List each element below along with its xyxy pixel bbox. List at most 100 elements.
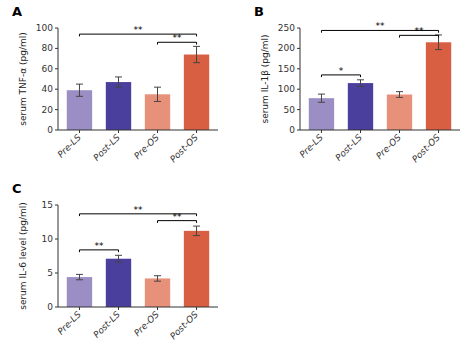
y-tick <box>55 130 58 131</box>
panel: 0 20 40 60 80 100 Pre-LSPost-LS Pre-OSPost-OS se… <box>12 4 218 164</box>
error-bar <box>154 276 161 281</box>
panel-label: B <box>254 4 264 19</box>
significance-label: ** <box>134 205 144 215</box>
y-tick <box>297 68 300 69</box>
error-bar <box>357 80 364 87</box>
y-tick-label: 60 <box>42 64 54 74</box>
bar <box>309 98 334 130</box>
y-axis-label: serum TNF-α (pg/ml) <box>18 32 28 125</box>
x-tick-label: Pre-OS <box>374 132 403 161</box>
significance-label: ** <box>173 212 183 222</box>
x-tick-label: Post-LS <box>333 132 364 163</box>
error-bar <box>193 226 200 236</box>
bar <box>106 82 131 130</box>
significance-label: ** <box>415 26 425 36</box>
x-tick-label: Pre-LS <box>298 132 326 160</box>
bar <box>145 278 170 307</box>
y-tick <box>55 28 58 29</box>
chart-figure: 020406080100Pre-LSPost-LSPre-OSPost-OSse… <box>0 0 474 352</box>
x-tick-label: Post-LS <box>91 309 122 340</box>
x-tick-label: Post-LS <box>91 132 122 163</box>
x-tick <box>438 130 439 133</box>
plot-area <box>309 35 451 130</box>
bar <box>387 95 412 130</box>
plot-area <box>67 226 209 307</box>
panel: 0 5 10 15 Pre-LSPost-LS Pre-OSPost-OS serum IL… <box>12 181 218 341</box>
y-axis-label: serum IL-1β (pg/ml) <box>260 34 270 123</box>
x-tick <box>196 130 197 133</box>
x-tick <box>360 130 361 133</box>
x-tick-label: Pre-OS <box>132 309 161 338</box>
y-tick <box>55 307 58 308</box>
error-bar <box>396 92 403 98</box>
x-axis-line <box>58 307 218 308</box>
y-tick-label: 20 <box>42 105 54 115</box>
y-axis-line <box>300 28 301 130</box>
y-tick <box>297 28 300 29</box>
y-tick <box>55 68 58 69</box>
y-tick <box>55 48 58 49</box>
bar <box>67 277 92 307</box>
significance-label: * <box>339 66 344 76</box>
y-tick <box>297 130 300 131</box>
x-tick-label: Post-OS <box>410 132 442 164</box>
x-tick <box>399 130 400 133</box>
y-tick-label: 80 <box>42 43 54 53</box>
x-tick <box>79 130 80 133</box>
error-bar <box>115 77 122 87</box>
bar <box>184 55 209 130</box>
error-bar <box>154 87 161 101</box>
x-tick <box>118 130 119 133</box>
y-tick-label: 50 <box>284 105 296 115</box>
y-axis-line <box>58 205 59 307</box>
y-tick <box>55 109 58 110</box>
bar <box>106 259 131 307</box>
x-axis-line <box>300 130 460 131</box>
error-bar <box>76 84 83 96</box>
y-tick <box>297 89 300 90</box>
x-tick-label: Pre-LS <box>56 309 84 337</box>
y-tick <box>55 239 58 240</box>
significance-label: ** <box>94 241 104 251</box>
y-tick <box>55 89 58 90</box>
y-tick-label: 200 <box>278 43 295 53</box>
panel: 0 50 100 150 200 250 Pre-LSPost-LS Pre-OSPost-O… <box>254 4 460 164</box>
error-bar <box>76 274 83 279</box>
panel-label: A <box>12 4 22 19</box>
significance-label: ** <box>376 21 386 31</box>
y-tick <box>55 205 58 206</box>
y-tick-label: 0 <box>47 302 53 312</box>
x-tick-label: Pre-OS <box>132 132 161 161</box>
y-tick-label: 0 <box>289 125 295 135</box>
bar <box>426 42 451 130</box>
y-tick-label: 5 <box>47 268 53 278</box>
x-tick <box>157 307 158 310</box>
plot-area <box>67 46 209 130</box>
y-tick <box>297 109 300 110</box>
x-tick <box>118 307 119 310</box>
y-tick-label: 0 <box>47 125 53 135</box>
x-axis-line <box>58 130 218 131</box>
y-tick-label: 100 <box>278 84 295 94</box>
y-tick-label: 100 <box>36 23 53 33</box>
x-tick <box>321 130 322 133</box>
x-tick-label: Post-OS <box>168 132 200 164</box>
y-tick-label: 40 <box>42 84 54 94</box>
x-tick <box>79 307 80 310</box>
x-tick-label: Pre-LS <box>56 132 84 160</box>
y-tick-label: 250 <box>278 23 295 33</box>
error-bar <box>318 94 325 102</box>
x-tick <box>157 130 158 133</box>
y-axis-label: serum IL-6 level (pg/ml) <box>18 202 28 310</box>
y-tick-label: 150 <box>278 64 295 74</box>
significance-label: ** <box>173 33 183 43</box>
y-tick-label: 10 <box>42 234 54 244</box>
y-tick-label: 15 <box>42 200 53 210</box>
y-axis-line <box>58 28 59 130</box>
x-tick <box>196 307 197 310</box>
bar <box>348 83 373 130</box>
error-bar <box>115 255 122 262</box>
x-tick-label: Post-OS <box>168 309 200 341</box>
significance-label: ** <box>134 25 144 35</box>
error-bar <box>193 46 200 62</box>
